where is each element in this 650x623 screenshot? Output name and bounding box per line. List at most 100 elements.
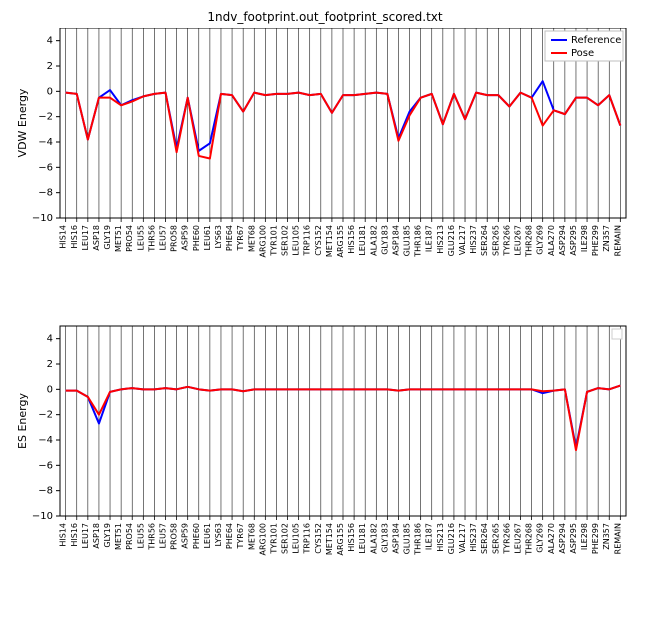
svg-text:PRO58: PRO58 (170, 225, 179, 252)
svg-text:THR268: THR268 (525, 523, 534, 556)
svg-text:TYR67: TYR67 (236, 523, 245, 550)
svg-text:THR56: THR56 (147, 523, 156, 551)
svg-text:SER102: SER102 (281, 523, 290, 554)
svg-text:0: 0 (47, 86, 53, 97)
svg-text:CYS152: CYS152 (314, 523, 323, 554)
svg-text:TYR266: TYR266 (502, 523, 511, 555)
svg-text:ALA270: ALA270 (547, 225, 556, 256)
svg-text:LYS63: LYS63 (214, 225, 223, 249)
svg-text:−8: −8 (38, 486, 53, 497)
svg-text:ZN357: ZN357 (602, 225, 611, 252)
svg-text:ASP294: ASP294 (558, 225, 567, 256)
svg-text:LEU55: LEU55 (136, 225, 145, 251)
svg-text:MET68: MET68 (247, 523, 256, 550)
svg-text:REMAIN: REMAIN (613, 523, 622, 554)
svg-text:PRO58: PRO58 (170, 523, 179, 550)
svg-text:ES Energy: ES Energy (16, 393, 29, 449)
svg-text:TYR101: TYR101 (269, 225, 278, 257)
svg-text:LEU105: LEU105 (292, 225, 301, 256)
svg-text:ILE298: ILE298 (580, 523, 589, 550)
svg-text:THR186: THR186 (414, 523, 423, 556)
svg-text:HIS237: HIS237 (469, 225, 478, 254)
svg-text:LEU17: LEU17 (81, 523, 90, 549)
svg-text:TYR266: TYR266 (502, 225, 511, 257)
svg-text:TYR101: TYR101 (269, 523, 278, 555)
svg-text:ARG100: ARG100 (258, 523, 267, 556)
svg-text:LEU57: LEU57 (159, 523, 168, 549)
svg-text:SER265: SER265 (491, 523, 500, 554)
svg-text:TRP116: TRP116 (303, 225, 312, 257)
svg-text:Reference: Reference (571, 35, 621, 46)
figure-title: 1ndv_footprint.out_footprint_scored.txt (10, 10, 640, 24)
svg-text:ILE187: ILE187 (425, 523, 434, 550)
svg-text:THR268: THR268 (525, 225, 534, 258)
svg-text:LEU57: LEU57 (159, 225, 168, 251)
svg-text:TRP116: TRP116 (303, 523, 312, 555)
svg-text:THR186: THR186 (414, 225, 423, 258)
svg-text:ARG155: ARG155 (336, 523, 345, 556)
svg-text:SER102: SER102 (281, 225, 290, 256)
svg-text:SER264: SER264 (480, 225, 489, 256)
svg-text:HIS16: HIS16 (70, 225, 79, 249)
svg-text:LEU61: LEU61 (203, 225, 212, 251)
svg-text:2: 2 (47, 61, 53, 72)
svg-text:LEU17: LEU17 (81, 225, 90, 251)
svg-text:PHE60: PHE60 (192, 225, 201, 251)
svg-text:ASP184: ASP184 (391, 523, 400, 554)
svg-text:4: 4 (47, 36, 53, 47)
svg-text:HIS14: HIS14 (59, 523, 68, 547)
svg-text:PRO54: PRO54 (125, 523, 134, 550)
svg-text:ALA270: ALA270 (547, 523, 556, 554)
svg-text:−6: −6 (38, 162, 53, 173)
figure: 1ndv_footprint.out_footprint_scored.txt … (10, 10, 640, 613)
svg-text:MET51: MET51 (114, 225, 123, 252)
svg-text:GLY269: GLY269 (536, 225, 545, 255)
svg-text:MET51: MET51 (114, 523, 123, 550)
svg-text:ASP59: ASP59 (181, 225, 190, 251)
svg-text:REMAIN: REMAIN (613, 225, 622, 256)
svg-text:PHE299: PHE299 (591, 225, 600, 256)
svg-text:LEU267: LEU267 (513, 523, 522, 554)
svg-text:GLY19: GLY19 (103, 523, 112, 548)
svg-text:4: 4 (47, 334, 53, 345)
svg-text:−2: −2 (38, 112, 53, 123)
svg-text:GLU185: GLU185 (403, 225, 412, 256)
svg-text:LEU61: LEU61 (203, 523, 212, 549)
svg-text:PHE60: PHE60 (192, 523, 201, 549)
svg-text:LEU55: LEU55 (136, 523, 145, 549)
svg-text:ILE298: ILE298 (580, 225, 589, 252)
svg-text:−10: −10 (32, 213, 53, 224)
svg-text:ASP295: ASP295 (569, 523, 578, 554)
svg-text:ASP59: ASP59 (181, 523, 190, 549)
svg-text:LEU181: LEU181 (358, 225, 367, 256)
svg-text:SER264: SER264 (480, 523, 489, 554)
svg-text:ILE187: ILE187 (425, 225, 434, 252)
svg-text:LEU105: LEU105 (292, 523, 301, 554)
svg-text:ASP18: ASP18 (92, 225, 101, 251)
svg-text:ASP294: ASP294 (558, 523, 567, 554)
svg-text:ALA182: ALA182 (369, 523, 378, 554)
svg-text:−4: −4 (38, 435, 53, 446)
svg-text:HIS213: HIS213 (436, 225, 445, 254)
svg-text:GLY269: GLY269 (536, 523, 545, 553)
svg-text:MET154: MET154 (325, 225, 334, 257)
svg-text:HIS16: HIS16 (70, 523, 79, 547)
svg-text:2: 2 (47, 359, 53, 370)
svg-text:MET154: MET154 (325, 523, 334, 555)
svg-text:Pose: Pose (571, 48, 594, 59)
svg-text:−8: −8 (38, 188, 53, 199)
svg-text:PHE64: PHE64 (225, 225, 234, 251)
svg-text:−10: −10 (32, 511, 53, 522)
svg-text:VAL217: VAL217 (458, 523, 467, 553)
svg-text:PHE299: PHE299 (591, 523, 600, 554)
svg-text:LEU267: LEU267 (513, 225, 522, 256)
svg-text:ALA182: ALA182 (369, 225, 378, 256)
svg-text:−6: −6 (38, 460, 53, 471)
svg-text:ARG100: ARG100 (258, 225, 267, 258)
svg-text:−2: −2 (38, 410, 53, 421)
svg-text:HIS156: HIS156 (347, 225, 356, 254)
svg-text:HIS237: HIS237 (469, 523, 478, 552)
svg-text:HIS14: HIS14 (59, 225, 68, 249)
svg-text:−4: −4 (38, 137, 53, 148)
svg-text:GLY183: GLY183 (380, 523, 389, 553)
